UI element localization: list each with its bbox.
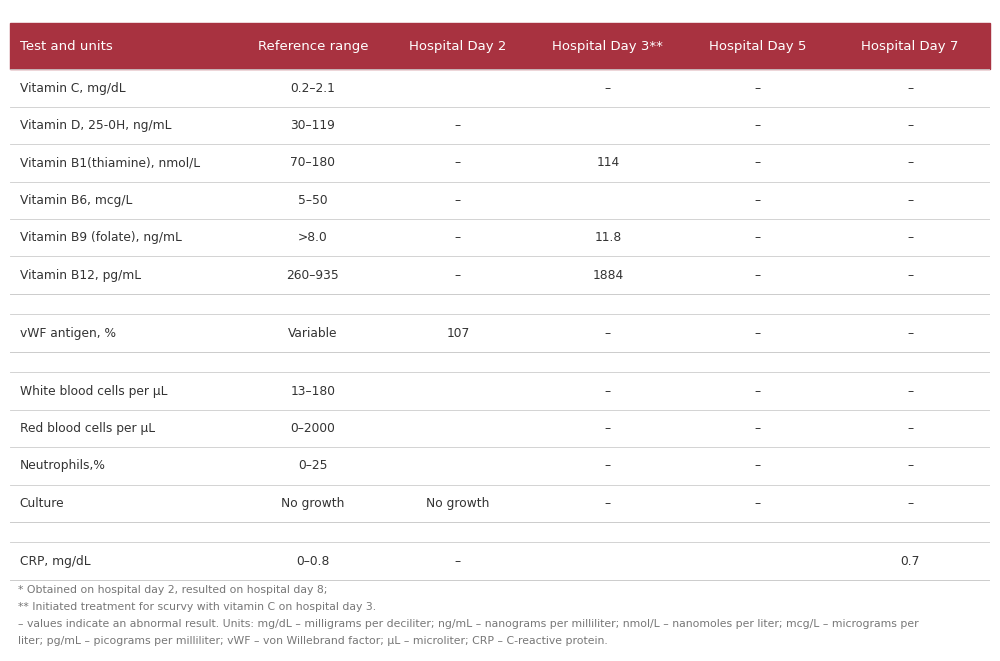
Text: –: – (755, 157, 761, 169)
Text: –: – (907, 119, 913, 132)
Text: Test and units: Test and units (20, 40, 113, 53)
Bar (10, 23, 990, 69)
Text: –: – (455, 555, 461, 568)
Text: 260–935: 260–935 (286, 268, 339, 282)
Text: –: – (605, 385, 611, 397)
Text: –: – (907, 496, 913, 510)
Text: 13–180: 13–180 (290, 385, 335, 397)
Text: –: – (755, 385, 761, 397)
Text: –: – (605, 327, 611, 340)
Text: 0.7: 0.7 (900, 555, 920, 568)
Text: –: – (907, 194, 913, 207)
Text: Hospital Day 5: Hospital Day 5 (709, 40, 806, 53)
Text: 70–180: 70–180 (290, 157, 335, 169)
Text: –: – (907, 422, 913, 435)
Text: –: – (755, 119, 761, 132)
Text: Neutrophils,%: Neutrophils,% (20, 459, 106, 473)
Text: –: – (455, 157, 461, 169)
Text: ** Initiated treatment for scurvy with vitamin C on hospital day 3.: ** Initiated treatment for scurvy with v… (18, 602, 376, 612)
Text: Vitamin D, 25-0H, ng/mL: Vitamin D, 25-0H, ng/mL (20, 119, 171, 132)
Text: Vitamin B12, pg/mL: Vitamin B12, pg/mL (20, 268, 141, 282)
Text: >8.0: >8.0 (298, 231, 328, 244)
Text: White blood cells per μL: White blood cells per μL (20, 385, 167, 397)
Text: CRP, mg/dL: CRP, mg/dL (20, 555, 90, 568)
Text: No growth: No growth (281, 496, 345, 510)
Text: –: – (907, 327, 913, 340)
Text: –: – (755, 459, 761, 473)
Text: – values indicate an abnormal result. Units: mg/dL – milligrams per deciliter; n: – values indicate an abnormal result. Un… (18, 619, 918, 629)
Text: 107: 107 (446, 327, 469, 340)
Text: –: – (907, 385, 913, 397)
Text: –: – (907, 459, 913, 473)
Text: –: – (755, 327, 761, 340)
Text: Hospital Day 3**: Hospital Day 3** (552, 40, 663, 53)
Text: Culture: Culture (20, 496, 64, 510)
Text: Reference range: Reference range (258, 40, 368, 53)
Text: 0–2000: 0–2000 (290, 422, 335, 435)
Text: 0–0.8: 0–0.8 (296, 555, 330, 568)
Text: –: – (605, 422, 611, 435)
Text: liter; pg/mL – picograms per milliliter; vWF – von Willebrand factor; μL – micro: liter; pg/mL – picograms per milliliter;… (18, 636, 608, 646)
Text: vWF antigen, %: vWF antigen, % (20, 327, 116, 340)
Text: 5–50: 5–50 (298, 194, 328, 207)
Text: Vitamin B9 (folate), ng/mL: Vitamin B9 (folate), ng/mL (20, 231, 182, 244)
Text: 114: 114 (596, 157, 619, 169)
Text: Hospital Day 2: Hospital Day 2 (409, 40, 507, 53)
Text: –: – (755, 268, 761, 282)
Text: –: – (907, 231, 913, 244)
Text: Hospital Day 7: Hospital Day 7 (861, 40, 959, 53)
Text: Vitamin C, mg/dL: Vitamin C, mg/dL (20, 82, 125, 95)
Text: –: – (755, 82, 761, 95)
Text: 1884: 1884 (592, 268, 623, 282)
Text: No growth: No growth (426, 496, 490, 510)
Text: –: – (455, 231, 461, 244)
Text: –: – (755, 422, 761, 435)
Text: –: – (755, 194, 761, 207)
Text: 0–25: 0–25 (298, 459, 328, 473)
Text: –: – (907, 157, 913, 169)
Text: –: – (755, 231, 761, 244)
Text: Red blood cells per μL: Red blood cells per μL (20, 422, 155, 435)
Text: Vitamin B1(thiamine), nmol/L: Vitamin B1(thiamine), nmol/L (20, 157, 200, 169)
Text: –: – (605, 459, 611, 473)
Text: –: – (907, 268, 913, 282)
Text: –: – (455, 268, 461, 282)
Text: Vitamin B6, mcg/L: Vitamin B6, mcg/L (20, 194, 132, 207)
Text: –: – (605, 82, 611, 95)
Text: –: – (605, 496, 611, 510)
Text: 11.8: 11.8 (594, 231, 621, 244)
Text: –: – (455, 194, 461, 207)
Text: Variable: Variable (288, 327, 338, 340)
Text: 0.2–2.1: 0.2–2.1 (290, 82, 335, 95)
Text: –: – (755, 496, 761, 510)
Text: 30–119: 30–119 (290, 119, 335, 132)
Text: –: – (907, 82, 913, 95)
Text: * Obtained on hospital day 2, resulted on hospital day 8;: * Obtained on hospital day 2, resulted o… (18, 585, 327, 595)
Text: –: – (455, 119, 461, 132)
